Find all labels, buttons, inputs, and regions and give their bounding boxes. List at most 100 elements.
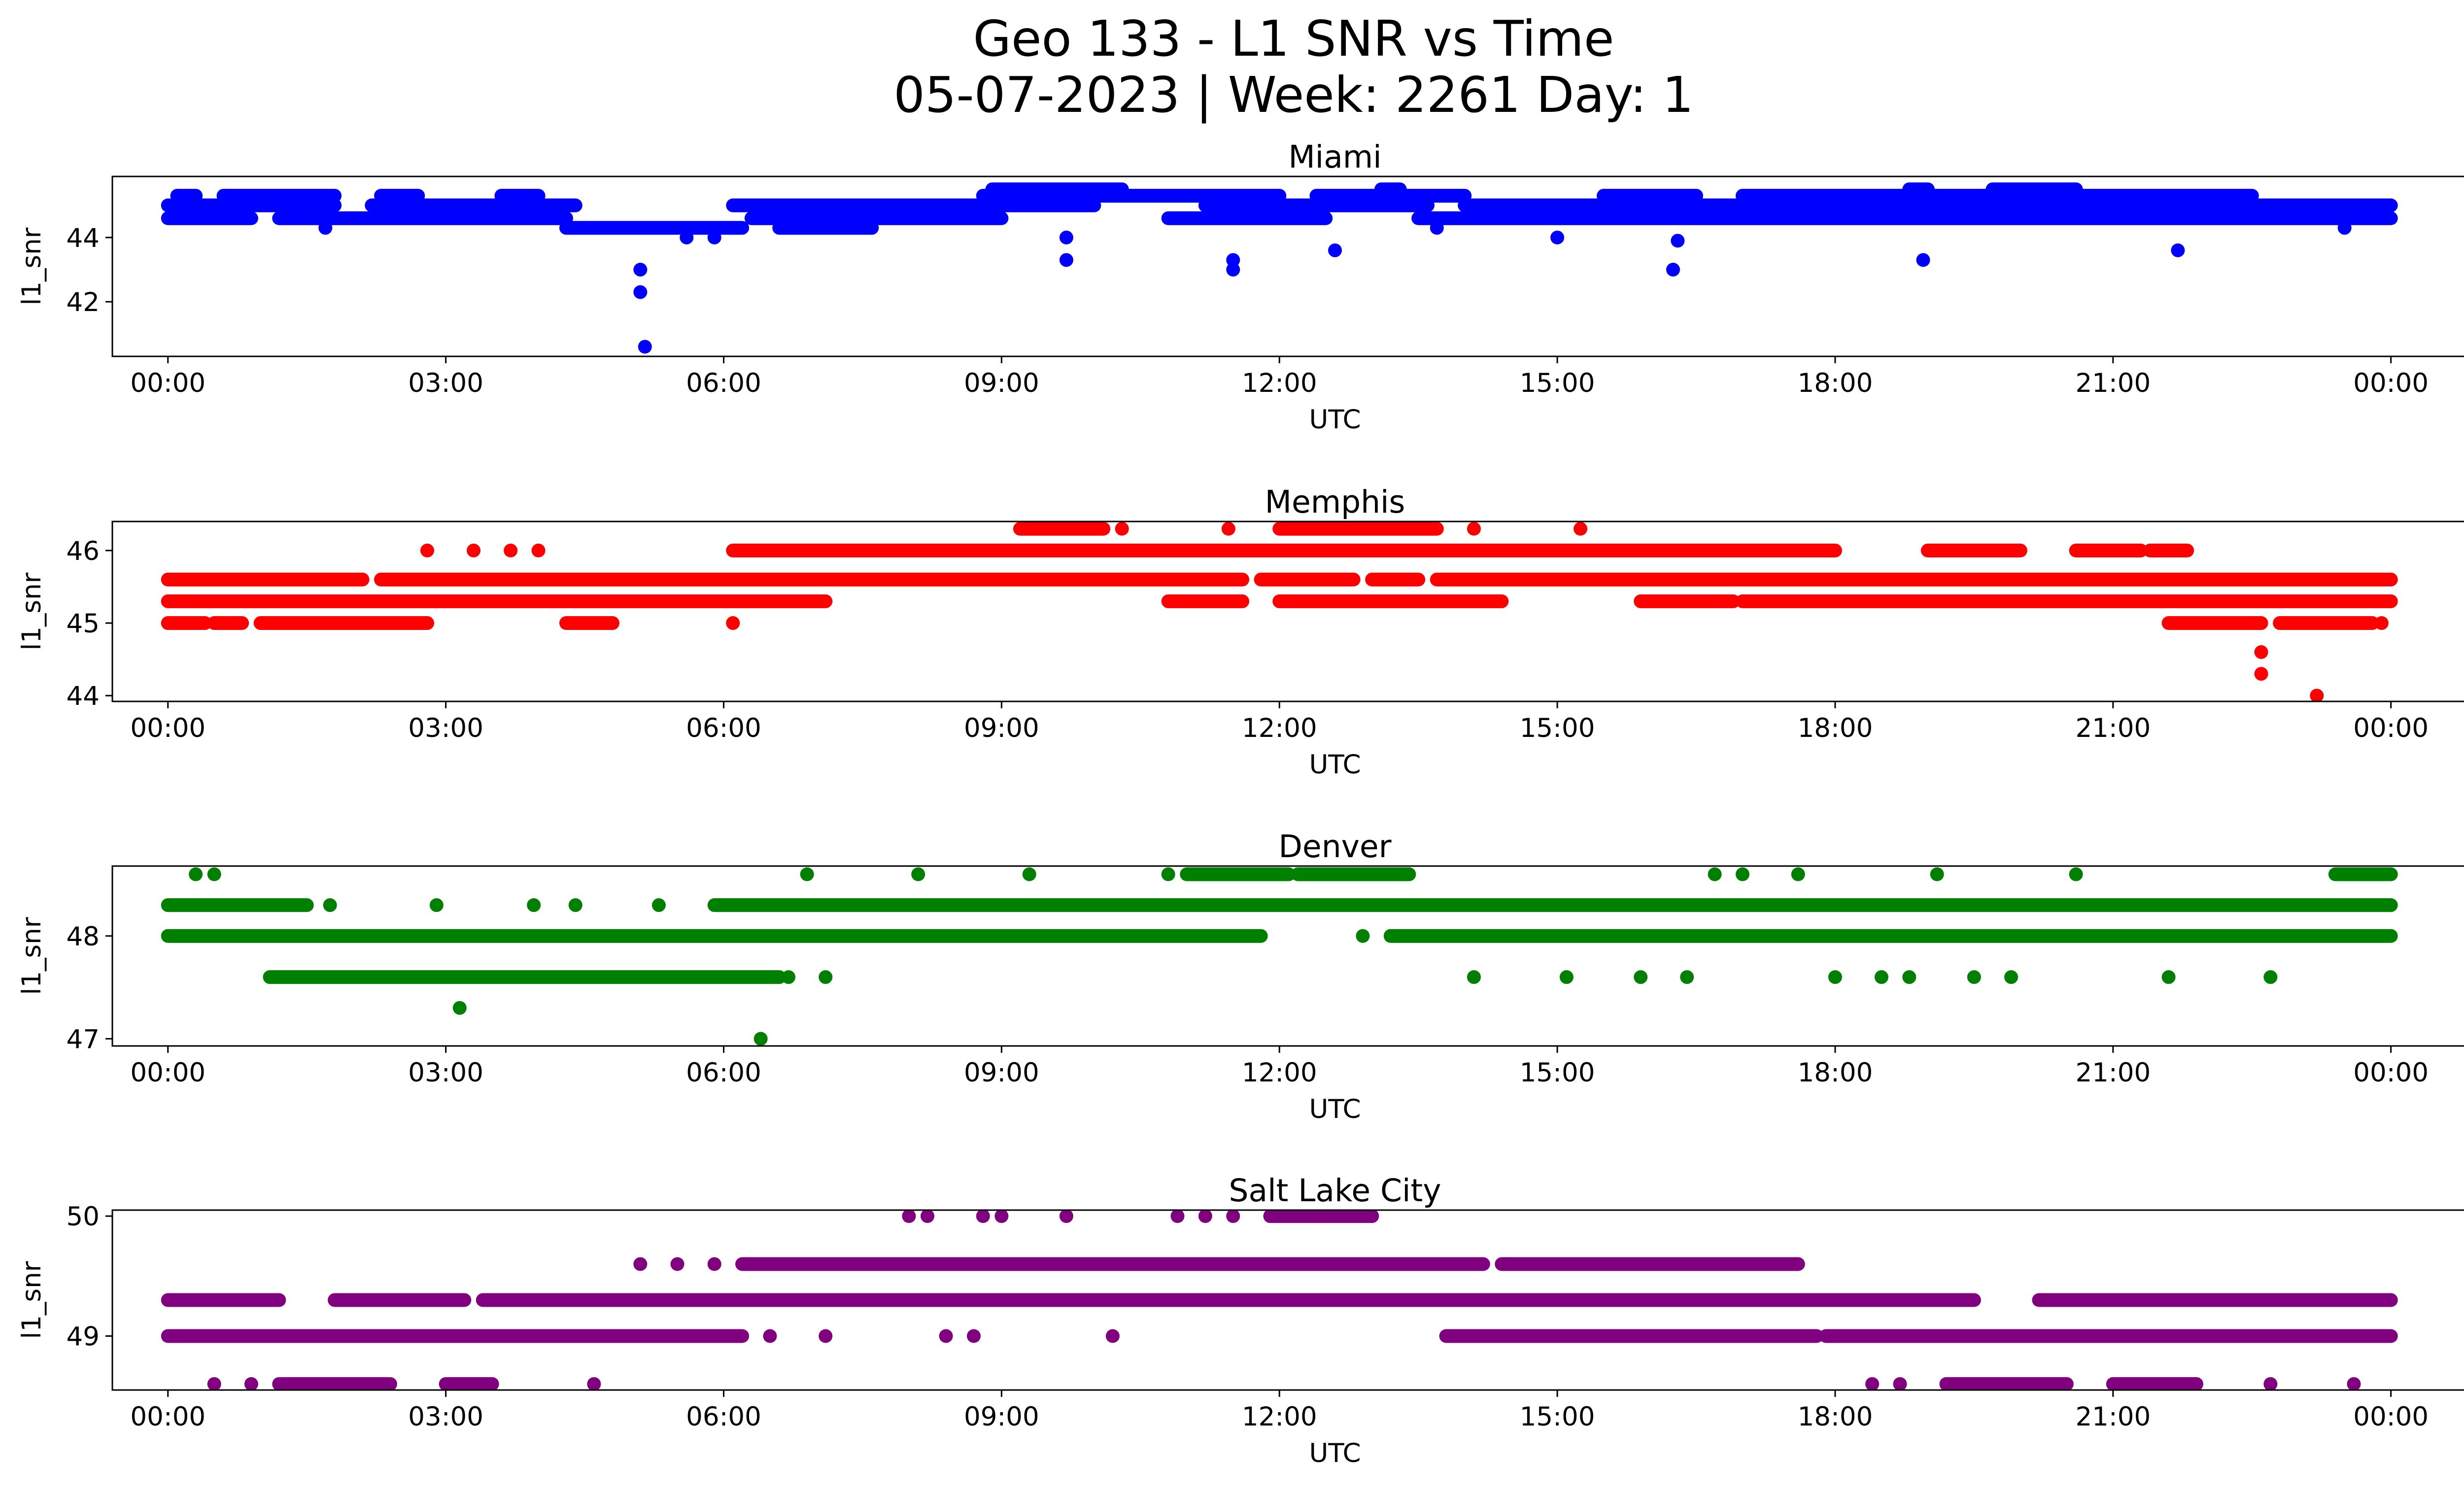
y-axis-label: l1_snr (17, 572, 47, 650)
data-point (2161, 970, 2176, 984)
data-point (587, 1377, 601, 1390)
data-point (819, 970, 833, 984)
data-point (2263, 1377, 2278, 1390)
data-point (707, 1257, 721, 1271)
axes-frame (111, 175, 2464, 357)
scatter-points (161, 522, 2398, 701)
panel-title: Memphis (1265, 484, 1405, 520)
data-point (1170, 1210, 1185, 1223)
data-point (452, 1001, 467, 1015)
data-point (782, 970, 796, 984)
x-tick-label: 12:00 (1242, 368, 1317, 398)
x-tick-label: 18:00 (1798, 1402, 1873, 1432)
x-tick-label: 09:00 (964, 368, 1039, 398)
data-point (633, 1257, 648, 1271)
data-point (2171, 243, 2185, 257)
subplot-salt-lake-city: Salt Lake City 00:00 03:00 06:00 09:00 12:00 1… (17, 1173, 2464, 1468)
figure-title-line-1: Geo 133 - L1 SNR vs Time (973, 10, 1614, 68)
x-tick-label: 21:00 (2075, 713, 2151, 743)
x-tick-label: 15:00 (1520, 1058, 1595, 1088)
figure-title-line-2: 05-07-2023 | Week: 2261 Day: 1 (893, 66, 1693, 124)
data-point (1828, 970, 1842, 984)
data-point (244, 1377, 258, 1390)
data-point (1115, 522, 1129, 536)
y-tick-label: 42 (67, 287, 100, 317)
data-point (1059, 230, 1073, 244)
data-point (1671, 234, 1685, 248)
data-point (207, 1377, 221, 1390)
y-axis-label: l1_snr (17, 1261, 47, 1339)
y-tick-label: 50 (67, 1202, 100, 1232)
data-point (2254, 645, 2268, 659)
data-point (420, 543, 435, 557)
data-point (633, 285, 648, 299)
data-point (800, 867, 814, 881)
data-point (2263, 970, 2278, 984)
x-tick-label: 21:00 (2075, 368, 2151, 398)
data-point (633, 263, 648, 277)
data-point (1902, 970, 1916, 984)
data-point (2347, 1377, 2361, 1390)
x-tick-label: 03:00 (408, 1402, 483, 1432)
data-point (1059, 1210, 1073, 1223)
x-axis-label: UTC (1309, 750, 1361, 780)
x-tick-label: 03:00 (408, 713, 483, 743)
x-tick-label: 00:00 (130, 713, 205, 743)
data-point (1893, 1377, 1907, 1390)
y-tick-label: 47 (67, 1024, 100, 1054)
data-point (1356, 929, 1370, 943)
y-tick-label: 49 (67, 1322, 100, 1352)
x-tick-label: 00:00 (130, 1402, 205, 1432)
x-tick-label: 06:00 (686, 1058, 761, 1088)
x-tick-label: 09:00 (964, 1402, 1039, 1432)
x-tick-label: 06:00 (686, 713, 761, 743)
data-point (680, 230, 694, 244)
data-point (994, 1210, 1009, 1223)
data-point (2337, 221, 2352, 235)
x-tick-label: 00:00 (130, 368, 205, 398)
data-point (1916, 253, 1930, 267)
x-tick-label: 12:00 (1242, 1058, 1317, 1088)
x-axis-label: UTC (1309, 1438, 1361, 1468)
data-point (1634, 970, 1648, 984)
x-tick-label: 18:00 (1798, 368, 1873, 398)
x-tick-label: 00:00 (130, 1058, 205, 1088)
x-tick-label: 03:00 (408, 1058, 483, 1088)
data-point (921, 1210, 934, 1223)
x-axis-label: UTC (1309, 405, 1361, 435)
panel-title: Denver (1278, 829, 1391, 865)
data-point (527, 898, 541, 912)
y-tick-label: 46 (67, 536, 100, 566)
data-point (1791, 867, 1805, 881)
data-point (976, 1210, 990, 1223)
data-point (2069, 867, 2083, 881)
axes-frame (111, 521, 2464, 702)
data-point (318, 221, 333, 235)
data-point (568, 898, 582, 912)
data-point (1161, 867, 1175, 881)
data-point (1559, 970, 1574, 984)
x-tick-label: 00:00 (2353, 368, 2429, 398)
data-point (638, 340, 652, 354)
axes-frame (111, 1209, 2464, 1391)
x-tick-label: 18:00 (1798, 1058, 1873, 1088)
x-tick-label: 09:00 (964, 1058, 1039, 1088)
data-point (189, 867, 203, 881)
data-point (902, 1210, 916, 1223)
scatter-points (161, 867, 2398, 1046)
data-point (1550, 230, 1565, 244)
data-point (1226, 1210, 1240, 1223)
data-point (1430, 221, 1444, 235)
data-point (2374, 616, 2389, 630)
data-point (670, 1257, 684, 1271)
data-point (819, 1329, 833, 1343)
x-tick-label: 00:00 (2353, 713, 2429, 743)
data-point (1930, 867, 1944, 881)
x-axis-label: UTC (1309, 1094, 1361, 1124)
y-axis-label: l1_snr (17, 227, 47, 305)
data-point (1226, 253, 1240, 267)
data-point (1865, 1377, 1880, 1390)
x-tick-label: 06:00 (686, 1402, 761, 1432)
data-point (531, 543, 546, 557)
